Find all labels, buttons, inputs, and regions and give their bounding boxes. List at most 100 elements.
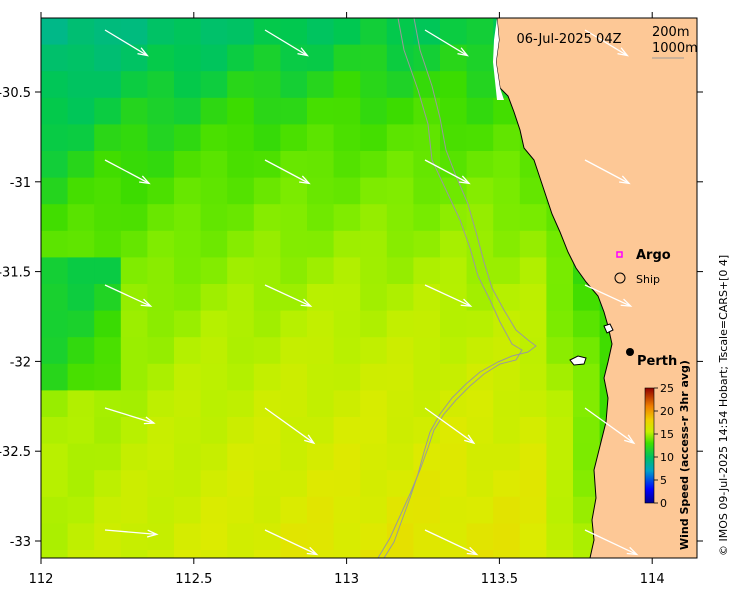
wind-cell	[307, 44, 334, 72]
wind-cell	[227, 230, 255, 258]
wind-cell	[147, 443, 175, 471]
credit-text: © IMOS 09-Jul-2025 14:54 Hobart; Tscale=…	[717, 255, 730, 556]
x-tick-label: 113.5	[481, 572, 518, 587]
wind-cell	[174, 151, 201, 178]
y-tick-label: -31	[10, 176, 31, 191]
wind-cell	[41, 443, 68, 471]
wind-cell	[253, 523, 281, 551]
wind-cell	[280, 204, 308, 232]
wind-cell	[227, 443, 255, 471]
wind-cell	[519, 337, 547, 365]
wind-cell	[466, 124, 494, 152]
wind-cell	[120, 417, 148, 444]
wind-cell	[493, 496, 521, 524]
wind-cell	[546, 443, 574, 471]
wind-cell	[307, 337, 334, 365]
wind-cell	[253, 151, 281, 178]
wind-cell	[440, 257, 467, 285]
wind-cell	[147, 44, 175, 72]
wind-cell	[333, 124, 361, 152]
wind-cell	[253, 310, 281, 338]
wind-cell	[466, 310, 494, 338]
wind-cell	[147, 18, 175, 45]
wind-cell	[174, 204, 201, 232]
wind-cell	[413, 337, 441, 365]
x-tick-label: 113	[334, 572, 359, 587]
wind-cell	[440, 124, 467, 152]
wind-cell	[386, 470, 414, 498]
wind-cell	[546, 550, 574, 558]
wind-cell	[200, 337, 228, 365]
argo-marker	[616, 251, 623, 258]
wind-arrow-head	[299, 175, 311, 185]
wind-cell	[573, 363, 600, 391]
wind-cell	[174, 550, 201, 558]
wind-cell	[253, 284, 281, 311]
wind-cell	[147, 151, 175, 178]
wind-cell	[519, 550, 547, 558]
wind-cell	[519, 470, 547, 498]
wind-cell	[147, 523, 175, 551]
wind-cell	[200, 443, 228, 471]
wind-cell	[280, 44, 308, 72]
wind-cell	[41, 257, 68, 285]
wind-cell	[280, 284, 308, 311]
wind-cell	[360, 257, 388, 285]
wind-arrow	[104, 29, 148, 57]
wind-cell	[227, 97, 255, 125]
wind-cell	[413, 44, 441, 72]
wind-cell	[493, 550, 521, 558]
wind-cell	[360, 284, 388, 311]
wind-arrow-head	[140, 298, 153, 307]
wind-cell	[94, 230, 122, 258]
wind-cell	[440, 151, 467, 178]
wind-cell	[333, 337, 361, 365]
wind-cell	[227, 550, 255, 558]
wind-cell	[493, 177, 521, 205]
wind-cell	[493, 151, 521, 178]
perth-marker	[626, 348, 634, 356]
wind-cell	[413, 390, 441, 418]
wind-cell	[253, 44, 281, 72]
wind-cell	[147, 284, 175, 311]
wind-cell	[466, 44, 494, 72]
wind-cell	[386, 390, 414, 418]
wind-cell	[120, 496, 148, 524]
wind-cell	[280, 257, 308, 285]
wind-cell	[253, 230, 281, 258]
wind-cell	[174, 44, 201, 72]
wind-cell	[333, 230, 361, 258]
wind-arrow	[424, 159, 470, 184]
wind-cell	[227, 151, 255, 178]
wind-cell	[41, 124, 68, 152]
wind-cell	[280, 496, 308, 524]
wind-cell	[200, 390, 228, 418]
wind-cell	[333, 550, 361, 558]
wind-cell	[120, 337, 148, 365]
wind-cell	[466, 443, 494, 471]
wind-cell	[360, 443, 388, 471]
wind-cell	[413, 363, 441, 391]
wind-cell	[333, 284, 361, 311]
wind-cell	[546, 284, 574, 311]
wind-cell	[573, 310, 600, 338]
wind-cell	[67, 363, 95, 391]
colorbar-ticks: 25 20 15 10 5 0	[654, 382, 674, 510]
wind-cell	[147, 390, 175, 418]
wind-cell	[41, 550, 68, 558]
y-tick-label: -33	[10, 535, 31, 550]
wind-arrow	[264, 529, 318, 555]
wind-cell	[41, 18, 68, 45]
wind-cell	[466, 71, 494, 99]
wind-cell	[519, 496, 547, 524]
wind-cell	[147, 310, 175, 338]
wind-cell	[440, 18, 467, 45]
wind-cell	[227, 417, 255, 444]
wind-arrow-head	[466, 546, 479, 556]
wind-cell	[200, 417, 228, 444]
wind-cell	[573, 390, 600, 418]
wind-arrow-head	[297, 47, 309, 57]
wind-cell	[386, 337, 414, 365]
wind-cell	[174, 124, 201, 152]
garden-island	[603, 323, 614, 334]
